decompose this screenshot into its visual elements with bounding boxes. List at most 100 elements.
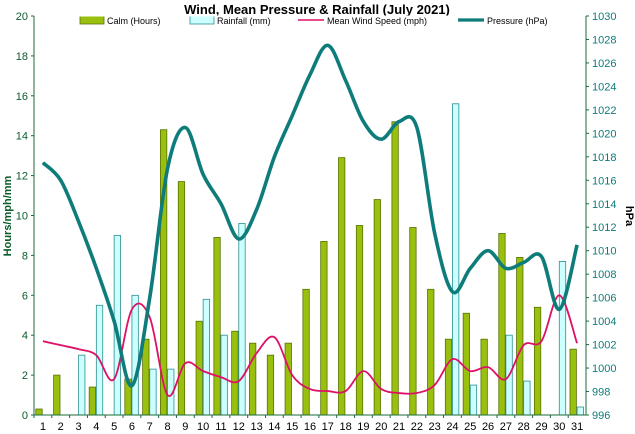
y2-tick-label: 1006 — [592, 293, 616, 305]
calm-bar — [462, 312, 470, 416]
lines-group — [41, 43, 579, 397]
calm-bar — [391, 121, 399, 416]
calm-bar — [355, 225, 364, 416]
x-tick-label: 4 — [93, 421, 99, 433]
calm-bar — [444, 338, 453, 416]
y-axis-title: Hours/mph/mm — [2, 175, 14, 256]
legend-wind-label: Mean Wind Speed (mph) — [327, 16, 427, 26]
x-tick-label: 13 — [250, 421, 262, 433]
x-tick-label: 7 — [147, 421, 153, 433]
rainfall-bar — [576, 406, 584, 416]
x-tick-label: 28 — [518, 421, 530, 433]
calm-bar — [266, 354, 275, 416]
y-tick-label: 18 — [16, 51, 28, 63]
calm-bar — [177, 181, 186, 416]
calm-bar — [409, 227, 417, 416]
x-tick-label: 31 — [571, 421, 583, 433]
x-tick-label: 6 — [129, 421, 135, 433]
x-tick-label: 1 — [40, 421, 46, 433]
y2-tick-label: 1012 — [592, 222, 616, 234]
rainfall-bar — [523, 380, 531, 416]
rainfall-bar — [131, 294, 139, 416]
y-tick-label: 8 — [22, 250, 28, 262]
y2-tick-label: 1030 — [592, 11, 616, 23]
x-tick-label: 18 — [339, 421, 351, 433]
y-tick-label: 0 — [22, 410, 28, 422]
calm-bar — [320, 241, 328, 416]
calm-bar — [480, 338, 488, 416]
x-tick-label: 26 — [482, 421, 494, 433]
y2-tick-label: 1008 — [592, 269, 616, 281]
calm-bars — [35, 121, 577, 416]
legend-rainfall-label: Rainfall (mm) — [217, 16, 271, 26]
y2-tick-label: 1022 — [592, 105, 616, 117]
pressure-line — [41, 43, 579, 388]
y2-tick-label: 1002 — [592, 340, 616, 352]
x-tick-label: 24 — [446, 421, 458, 433]
y2-tick-label: 1014 — [592, 199, 616, 211]
y2-tick-label: 1004 — [592, 316, 616, 328]
y-tick-label: 16 — [16, 91, 28, 103]
rainfall-bar — [238, 223, 246, 416]
legend-calm-swatch — [79, 15, 105, 25]
calm-bar — [569, 348, 577, 416]
y2-tick-label: 1010 — [592, 246, 616, 258]
calm-bar — [284, 342, 292, 416]
y2-tick-label: 996 — [592, 410, 610, 422]
legend-rainfall-swatch — [189, 15, 215, 25]
y2-tick-label: 1000 — [592, 363, 616, 375]
calm-bar — [533, 306, 542, 416]
y2-tick-label: 1024 — [592, 81, 616, 93]
calm-bar — [88, 386, 97, 416]
calm-bar — [516, 256, 524, 416]
rainfall-bar — [202, 298, 210, 416]
x-tick-label: 11 — [215, 421, 226, 433]
x-tick-label: 29 — [535, 421, 547, 433]
x-tick-label: 14 — [268, 421, 280, 433]
x-tick-label: 25 — [464, 421, 476, 433]
rainfall-bar — [452, 103, 460, 416]
y2-tick-label: 1016 — [592, 175, 616, 187]
chart-title: Wind, Mean Pressure & Rainfall (July 202… — [184, 2, 450, 17]
x-tick-label: 10 — [197, 421, 209, 433]
y-tick-label: 2 — [22, 370, 28, 382]
legend: Calm (Hours) Rainfall (mm) Mean Wind Speed… — [79, 15, 548, 26]
y2-axis-title: hPa — [623, 206, 635, 227]
y2-tick-label: 1028 — [592, 34, 616, 46]
rainfall-bar — [149, 368, 157, 416]
calm-bar — [35, 408, 43, 416]
axes: 0246810121416182099699810001002100410061… — [16, 11, 617, 433]
x-tick-label: 15 — [286, 421, 298, 433]
x-tick-label: 20 — [375, 421, 387, 433]
x-tick-label: 27 — [500, 421, 512, 433]
y2-tick-label: 998 — [592, 387, 610, 399]
y2-tick-label: 1018 — [592, 152, 616, 164]
x-tick-label: 19 — [357, 421, 369, 433]
x-tick-label: 9 — [182, 421, 188, 433]
x-tick-label: 3 — [75, 421, 81, 433]
y-tick-label: 20 — [16, 11, 28, 23]
legend-pressure-label: Pressure (hPa) — [487, 16, 548, 26]
x-tick-label: 21 — [393, 421, 405, 433]
x-tick-label: 5 — [111, 421, 117, 433]
y-tick-label: 6 — [22, 290, 28, 302]
rainfall-bar — [558, 260, 567, 416]
x-tick-label: 22 — [411, 421, 423, 433]
rainfall-bar — [78, 354, 86, 416]
y2-tick-label: 1020 — [592, 128, 616, 140]
y2-tick-label: 1026 — [592, 58, 616, 70]
calm-bar — [142, 338, 150, 416]
x-tick-label: 2 — [58, 421, 64, 433]
x-tick-label: 30 — [553, 421, 565, 433]
x-tick-label: 12 — [233, 421, 245, 433]
rainfall-bar — [469, 384, 478, 416]
x-tick-label: 8 — [164, 421, 170, 433]
x-tick-label: 23 — [429, 421, 441, 433]
calm-bar — [302, 288, 310, 416]
rainfall-bar — [220, 334, 228, 416]
y-tick-label: 10 — [16, 211, 28, 223]
calm-bar — [231, 330, 239, 416]
y-tick-label: 14 — [16, 131, 28, 143]
